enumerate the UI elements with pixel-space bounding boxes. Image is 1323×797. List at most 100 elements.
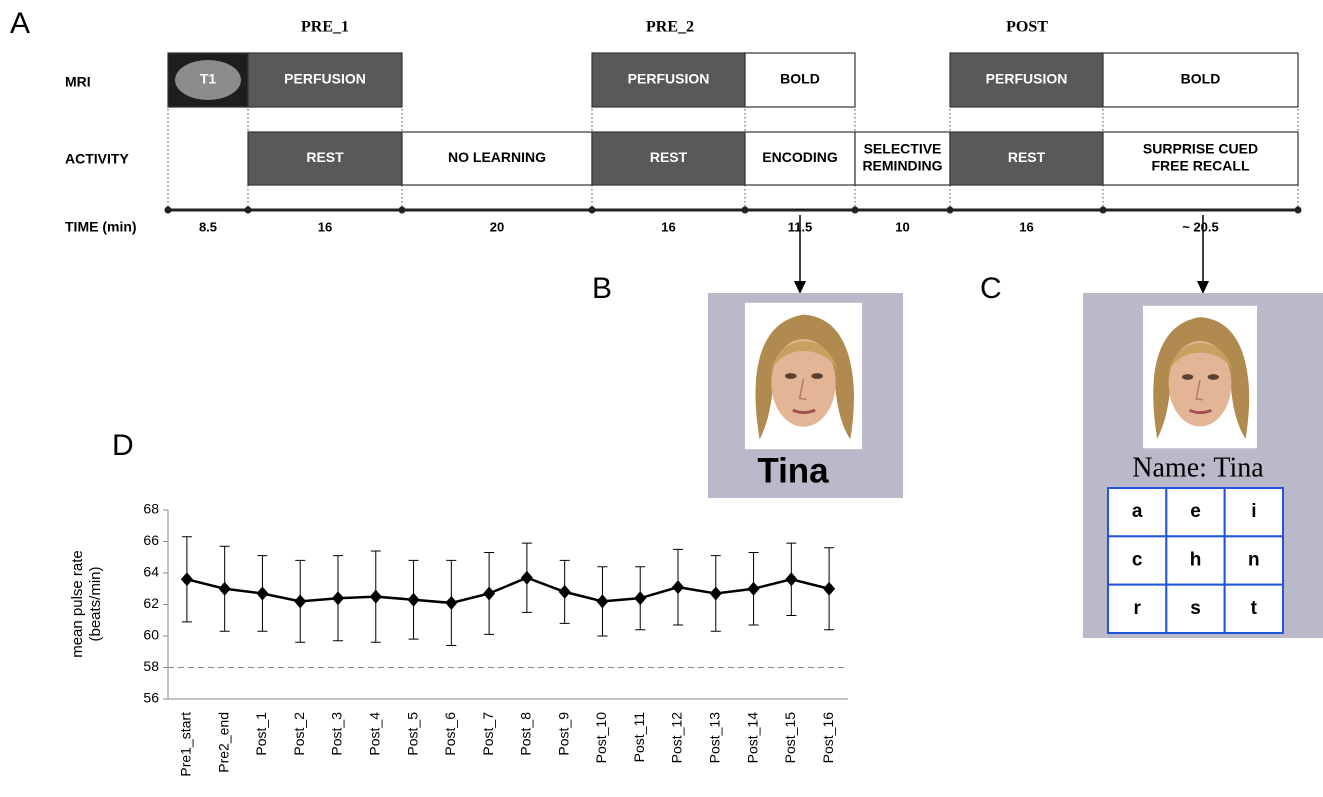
data-point <box>294 594 307 609</box>
box-label: T1 <box>200 71 217 87</box>
duration: 16 <box>661 219 675 234</box>
brain-icon <box>175 60 241 100</box>
phase-label: PRE_1 <box>301 19 349 36</box>
time-dot <box>588 206 596 214</box>
box-label: PERFUSION <box>986 71 1068 87</box>
duration: 16 <box>1019 219 1033 234</box>
letter: n <box>1248 550 1260 571</box>
phase-box <box>401 131 593 186</box>
duration: 16 <box>318 219 332 234</box>
time-dot <box>164 206 172 214</box>
data-point <box>672 580 684 595</box>
row-label: MRI <box>65 74 91 90</box>
y-tick-label: 66 <box>143 532 159 548</box>
letter: c <box>1132 550 1143 571</box>
x-tick-label: Pre2_end <box>215 712 231 773</box>
face-photo <box>1143 304 1257 450</box>
time-dot <box>398 206 406 214</box>
duration: ~ 20.5 <box>1182 219 1219 234</box>
phase-label: POST <box>1006 19 1048 36</box>
x-tick-label: Post_1 <box>253 712 269 756</box>
box-label: PERFUSION <box>284 71 366 87</box>
letter-cell <box>1165 583 1226 635</box>
phase-box <box>744 52 856 108</box>
time-dot <box>1294 206 1302 214</box>
box-label: SELECTIVE <box>864 141 942 157</box>
x-tick-label: Post_7 <box>480 712 496 756</box>
phase-box <box>949 52 1104 108</box>
box-label: SURPRISE CUED <box>1143 141 1258 157</box>
data-point <box>332 591 344 606</box>
y-axis-label: mean pulse rate <box>69 550 86 658</box>
x-tick-label: Post_13 <box>706 712 722 764</box>
letter: h <box>1190 550 1202 571</box>
data-point <box>823 581 836 596</box>
y-axis-label: (beats/min) <box>87 566 104 641</box>
y-tick-label: 60 <box>143 627 159 643</box>
letter: a <box>1132 501 1143 522</box>
name-prompt: Name: Tina <box>1132 452 1264 483</box>
y-tick-label: 62 <box>143 595 159 611</box>
data-point <box>180 572 193 587</box>
x-tick-label: Pre1_start <box>178 712 194 777</box>
x-tick-label: Post_9 <box>555 712 571 756</box>
row-label: ACTIVITY <box>65 151 129 167</box>
box-label: PERFUSION <box>628 71 710 87</box>
row-label: TIME (min) <box>65 219 137 235</box>
box-label: BOLD <box>1181 71 1221 87</box>
pulse-chart: 56 58 60 62 64 66 68 mean pulse rate (beats/min)… <box>69 501 848 777</box>
face-name: Tina <box>757 451 829 490</box>
box-label: BOLD <box>780 71 820 87</box>
letter: i <box>1251 501 1256 522</box>
letter-cell <box>1107 583 1168 635</box>
data-point <box>256 586 269 601</box>
letter: r <box>1133 598 1141 619</box>
data-point <box>407 592 420 607</box>
x-tick-label: Post_12 <box>669 712 685 764</box>
box-label: REST <box>306 149 344 165</box>
data-point <box>634 591 647 606</box>
phase-label: PRE_2 <box>646 19 694 36</box>
panel-label: C <box>980 272 1002 305</box>
phase-box <box>949 131 1104 186</box>
box-label: ENCODING <box>762 149 838 165</box>
time-dot <box>851 206 859 214</box>
x-tick-label: Post_5 <box>404 712 420 756</box>
x-tick-label: Post_2 <box>291 712 307 756</box>
panel-label: D <box>112 429 134 462</box>
x-tick-label: Post_15 <box>782 712 798 764</box>
x-tick-label: Post_8 <box>518 712 534 756</box>
data-point <box>785 572 798 587</box>
time-dot <box>741 206 749 214</box>
data-point <box>483 586 496 601</box>
phase-box <box>1102 52 1299 108</box>
time-dot <box>1099 206 1107 214</box>
panel-label: A <box>10 7 30 40</box>
letter: s <box>1190 598 1201 619</box>
duration: 10 <box>895 219 909 234</box>
series-line <box>186 576 830 605</box>
data-point <box>709 586 722 601</box>
phase-box <box>591 131 746 186</box>
box-label: REST <box>650 149 688 165</box>
x-tick-label: Post_14 <box>744 712 760 764</box>
x-tick-label: Post_16 <box>820 712 836 764</box>
face-photo <box>745 302 862 450</box>
box-label: FREE RECALL <box>1152 158 1250 174</box>
data-point <box>747 581 760 596</box>
timeline: PRE_1 PRE_2 POST MRI ACTIVITY TIME (min) T1 PER… <box>65 19 1302 294</box>
phase-box <box>1102 131 1299 186</box>
box-label: REMINDING <box>862 158 942 174</box>
data-point <box>369 589 382 604</box>
time-dot <box>244 206 252 214</box>
box-label: NO LEARNING <box>448 149 546 165</box>
arrow-head <box>794 281 806 294</box>
phase-box <box>247 52 403 108</box>
x-tick-label: Post_4 <box>366 712 382 756</box>
letter-cell <box>1223 583 1284 635</box>
arrow-head <box>1197 281 1209 294</box>
data-point <box>445 595 458 610</box>
data-point <box>596 594 609 609</box>
phase-box <box>247 131 403 186</box>
